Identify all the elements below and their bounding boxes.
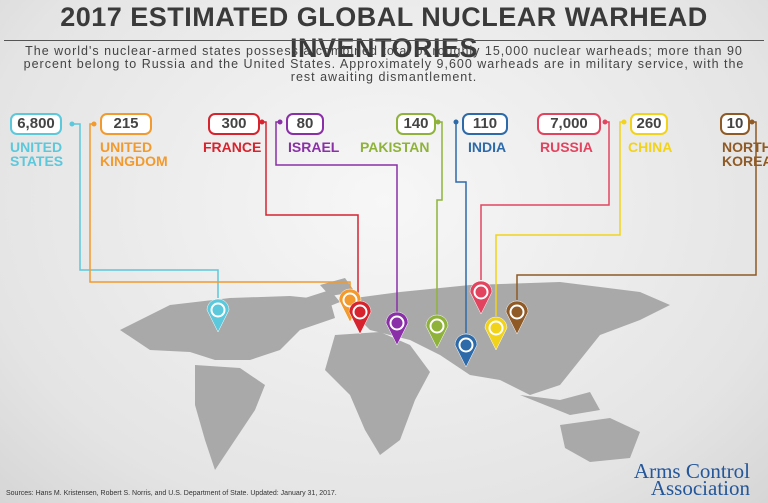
leader-line (262, 121, 359, 300)
value-box: 260 (630, 113, 668, 135)
country-name: INDIA (468, 139, 507, 155)
leader-line (495, 121, 624, 316)
pin-ring (342, 292, 358, 308)
value-box: 140 (396, 113, 436, 135)
leader-line (480, 121, 610, 280)
pin-ring (473, 284, 489, 300)
leader-dot (277, 119, 283, 125)
value-box: 300 (208, 113, 260, 135)
leader-dot (621, 119, 627, 125)
leader-line (89, 123, 351, 290)
pins (206, 280, 529, 368)
country-name: UNITED STATES (10, 139, 64, 169)
value-box: 215 (100, 113, 152, 135)
leader-line (516, 121, 757, 300)
pin-ring (210, 302, 226, 318)
country-name: NORTH KOREA (722, 139, 768, 169)
logo: Arms Control Association (633, 459, 750, 500)
pin-ring (389, 315, 405, 331)
country-name: PAKISTAN (360, 139, 430, 155)
leader-line (275, 121, 398, 312)
value-box: 110 (462, 113, 508, 135)
title: 2017 ESTIMATED GLOBAL NUCLEAR WARHEAD IN… (60, 2, 708, 63)
pin-ring (509, 304, 525, 320)
country-name: RUSSIA (540, 139, 593, 155)
leader-line (455, 122, 467, 333)
leader-line (436, 121, 443, 315)
leader-dot (91, 121, 97, 127)
world-map (120, 278, 670, 470)
leader-dot (435, 119, 441, 125)
value-box: 80 (286, 113, 324, 135)
pin-ring (458, 337, 474, 353)
pin-ring (429, 318, 445, 334)
pin-ring (352, 304, 368, 320)
leader-dot (749, 119, 755, 125)
leader-dot (69, 121, 75, 127)
leader-line (72, 123, 219, 298)
country-name: ISRAEL (288, 139, 340, 155)
country-name: FRANCE (203, 139, 262, 155)
country-name: CHINA (628, 139, 673, 155)
pin-ring (488, 320, 504, 336)
title-rule (4, 40, 764, 41)
subtitle: The world's nuclear-armed states possess… (23, 44, 745, 84)
country-name: UNITED KINGDOM (100, 139, 168, 169)
leader-dot (602, 119, 608, 125)
value-box: 6,800 (10, 113, 62, 135)
value-box: 7,000 (537, 113, 601, 135)
leader-dot (259, 119, 265, 125)
value-box: 10 (720, 113, 750, 135)
leader-lines (69, 119, 757, 333)
leader-dot (453, 119, 459, 125)
source-note: Sources: Hans M. Kristensen, Robert S. N… (6, 490, 337, 497)
